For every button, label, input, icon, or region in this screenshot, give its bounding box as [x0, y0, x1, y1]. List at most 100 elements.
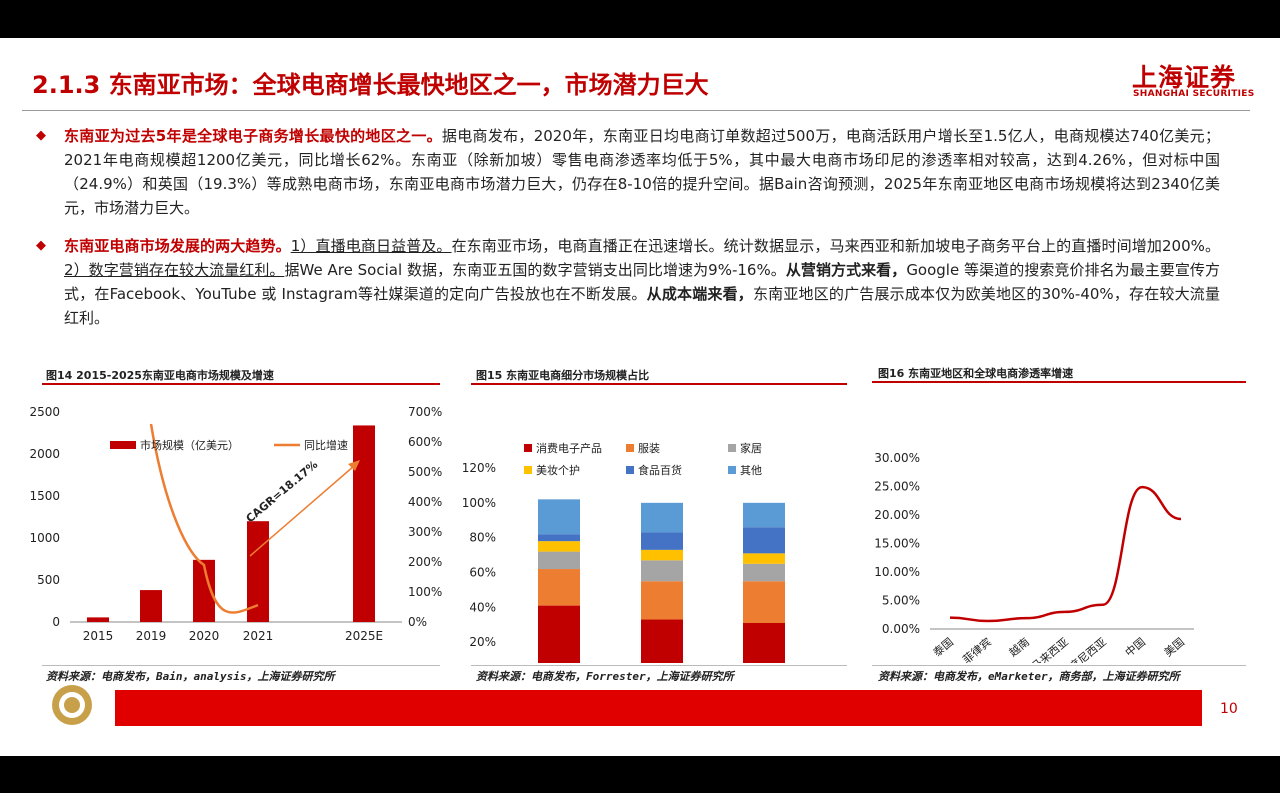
- legend-swatch: [524, 466, 532, 474]
- page-title: 2.1.3 东南亚市场：全球电商增长最快地区之一，市场潜力巨大: [32, 71, 709, 99]
- stack-segment: [538, 605, 580, 663]
- legend-label: 消费电子产品: [536, 441, 602, 455]
- legend-swatch: [524, 444, 532, 452]
- legend-swatch: [626, 444, 634, 452]
- seal-logo-icon: [52, 685, 92, 725]
- x-tick-label: 泰国: [930, 635, 956, 660]
- x-tick-label: 2025E: [345, 629, 383, 643]
- bar: [353, 425, 375, 622]
- page-number: 10: [1220, 701, 1238, 717]
- y-tick-label: 25.00%: [874, 480, 920, 494]
- y-right-tick-label: 300%: [408, 525, 442, 539]
- trend-2-label: 2）数字营销存在较大流量红利。: [64, 261, 285, 279]
- trend-1-label: 1）直播电商日益普及。: [290, 237, 452, 255]
- x-tick-label: 2020: [189, 629, 220, 643]
- y-left-tick-label: 1500: [29, 489, 60, 503]
- cagr-arrow-head: [348, 460, 360, 471]
- fig16-rule: [872, 381, 1246, 383]
- bullet-1-body: 据电商发布，2020年，东南亚日均电商订单数超过500万，电商活跃用户增长至1.…: [64, 127, 1220, 217]
- footer-bar: [115, 690, 1202, 726]
- fig14-source: 资料来源：电商发布，Bain，analysis，上海证券研究所: [46, 670, 335, 683]
- legend-label: 食品百货: [638, 463, 682, 477]
- stack-segment: [641, 619, 683, 663]
- legend-label: 美妆个护: [536, 463, 580, 477]
- y-tick-label: 100%: [462, 496, 496, 510]
- stack-segment: [641, 581, 683, 620]
- cagr-annotation: CAGR=18.17%: [244, 458, 321, 525]
- growth-line: [149, 423, 259, 614]
- stack-segment: [743, 502, 785, 528]
- marketing-label: 从营销方式来看，: [785, 261, 907, 279]
- stack-segment: [641, 502, 683, 533]
- diamond-icon: ◆: [36, 238, 46, 253]
- legend-swatch-bars: [110, 441, 136, 449]
- marketing-body: Google 等渠道的搜索竞价排名为最主要宣传方式，在Facebook、YouT…: [64, 261, 1220, 303]
- fig16-bottom-rule: [872, 665, 1246, 666]
- legend-label: 家居: [740, 441, 762, 455]
- y-tick-label: 20.00%: [874, 508, 920, 522]
- y-left-tick-label: 0: [52, 615, 60, 629]
- y-right-tick-label: 0%: [408, 615, 427, 629]
- y-tick-label: 0.00%: [882, 622, 920, 636]
- bullet-1: ◆ 东南亚为过去5年是全球电子商务增长最快的地区之一。据电商发布，2020年，东…: [36, 124, 1220, 220]
- x-tick-label: 中国: [1123, 635, 1148, 659]
- fig16-chart: 0.00% 5.00% 10.00% 15.00% 20.00% 25.00% 30.00%…: [874, 451, 1194, 663]
- fig16-title: 图16 东南亚地区和全球电商渗透率增速: [878, 367, 1074, 380]
- title-divider: [22, 110, 1250, 111]
- stack-segment: [538, 569, 580, 606]
- trend-1-body: 在东南亚市场，电商直播正在迅速增长。统计数据显示，马来西亚和新加坡电子商务平台上…: [451, 237, 1220, 255]
- fig15-title: 图15 东南亚电商细分市场规模占比: [476, 369, 650, 382]
- stack-segment: [538, 541, 580, 552]
- bullet-1-lead: 东南亚为过去5年是全球电子商务增长最快的地区之一。: [64, 127, 442, 145]
- x-tick-label: 2021: [243, 629, 274, 643]
- stack-segment: [743, 563, 785, 582]
- stack-segment: [641, 549, 683, 561]
- y-tick-label: 20%: [469, 635, 496, 649]
- stack-segment: [538, 534, 580, 542]
- bullet-2-lead: 东南亚电商市场发展的两大趋势。: [64, 237, 291, 255]
- legend-swatch: [728, 444, 736, 452]
- y-right-tick-label: 500%: [408, 465, 442, 479]
- stack-segment: [743, 553, 785, 564]
- x-tick-label: 马来西亚: [1029, 635, 1071, 663]
- fig15-bottom-rule: [471, 665, 847, 666]
- legend-swatch: [626, 466, 634, 474]
- x-tick-label: 美国: [1162, 635, 1187, 659]
- y-tick-label: 30.00%: [874, 451, 920, 465]
- bullet-2: ◆ 东南亚电商市场发展的两大趋势。1）直播电商日益普及。在东南亚市场，电商直播正…: [36, 234, 1220, 330]
- y-right-tick-label: 700%: [408, 405, 442, 419]
- y-left-tick-label: 2500: [29, 405, 60, 419]
- diamond-icon: ◆: [36, 128, 46, 143]
- y-right-tick-label: 400%: [408, 495, 442, 509]
- y-tick-label: 5.00%: [882, 594, 920, 608]
- x-tick-label: 2015: [83, 629, 114, 643]
- x-tick-label: 菲律宾: [960, 635, 994, 663]
- stack-segment: [538, 551, 580, 570]
- legend-label-bars: 市场规模（亿美元）: [140, 438, 239, 452]
- legend-label: 服装: [638, 442, 660, 455]
- cost-label: 从成本端来看，: [646, 285, 753, 303]
- bar: [87, 617, 109, 622]
- cost-body: 东南亚地区的广告展示成本仅为欧美地区的30%-40%，存在较大流量红利。: [64, 285, 1220, 327]
- trend-2-body: 据We Are Social 数据，东南亚五国的数字营销支出同比增速为9%-16…: [284, 261, 786, 279]
- fig14-chart: 0 500 1000 1500 2000 2500 0% 100% 200% 300% 400% 50…: [29, 405, 442, 643]
- y-left-tick-label: 1000: [29, 531, 60, 545]
- bar: [247, 521, 269, 622]
- y-tick-label: 120%: [462, 461, 496, 475]
- x-tick-label: 越南: [1006, 635, 1032, 660]
- logo-text: 上海证券: [1132, 63, 1237, 92]
- penetration-line: [949, 485, 1182, 623]
- logo-subtext: SHANGHAI SECURITIES: [1133, 89, 1255, 99]
- fig14-bottom-rule: [42, 665, 440, 666]
- fig15-rule: [471, 383, 847, 385]
- legend-label: 其他: [740, 464, 762, 477]
- legend-label-line: 同比增速: [304, 438, 348, 452]
- legend-swatch: [728, 466, 736, 474]
- fig15-chart: 0%20%40%60%80%100%120%201520202025E消费电子产…: [462, 441, 785, 663]
- stack-segment: [641, 532, 683, 550]
- y-left-tick-label: 500: [37, 573, 60, 587]
- cagr-arrow-line: [249, 465, 355, 557]
- y-tick-label: 40%: [469, 600, 496, 614]
- x-tick-label: 2019: [136, 629, 167, 643]
- y-left-tick-label: 2000: [29, 447, 60, 461]
